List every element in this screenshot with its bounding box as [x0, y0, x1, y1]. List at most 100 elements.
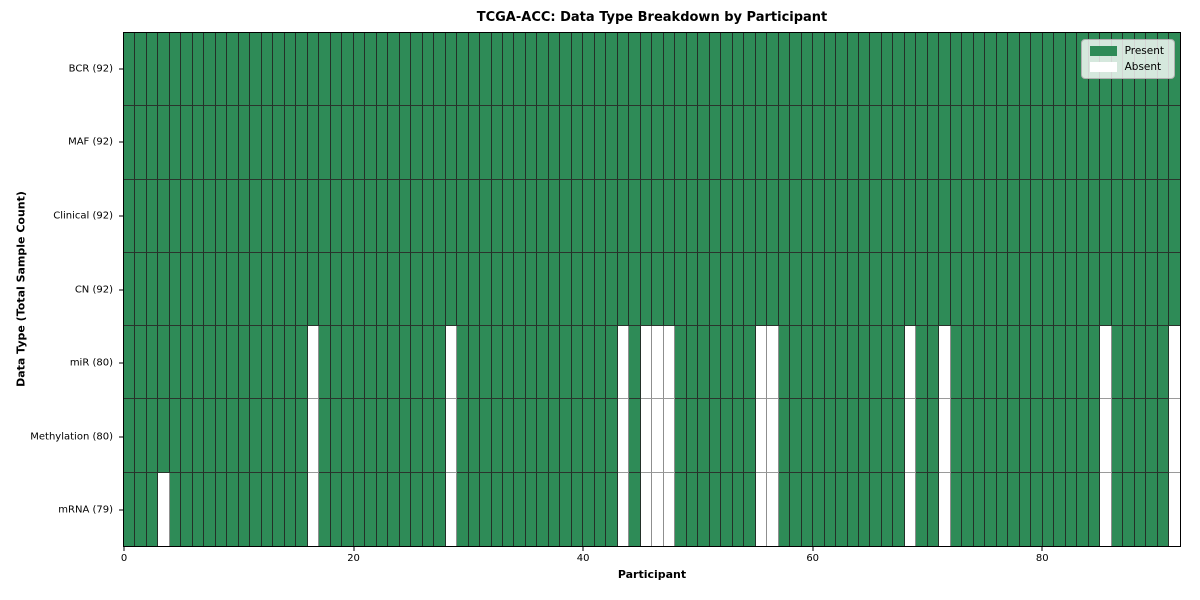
cell-maf-p37: [548, 106, 561, 180]
cell-mrna-p66: [881, 472, 894, 546]
cell-maf-p76: [996, 106, 1009, 180]
cell-methylation-p86: [1111, 399, 1124, 473]
cell-cn-p58: [790, 252, 802, 327]
cell-mrna-p44: [629, 472, 641, 546]
cell-clinical-p31: [480, 179, 492, 253]
cell-maf-p22: [376, 106, 389, 180]
cell-methylation-p55: [755, 399, 768, 473]
cell-mir-p21: [365, 326, 377, 400]
cell-mrna-p74: [973, 472, 986, 546]
cell-methylation-p63: [847, 399, 859, 473]
cell-methylation-p46: [652, 399, 664, 473]
cell-methylation-p7: [204, 399, 216, 473]
cell-bcr-p3: [158, 33, 170, 107]
cell-mir-p8: [215, 326, 228, 400]
cell-bcr-p50: [698, 33, 710, 107]
cell-cn-p31: [480, 252, 492, 327]
cell-cn-p18: [330, 252, 343, 327]
cell-methylation-p27: [434, 399, 446, 473]
cell-methylation-p37: [548, 399, 561, 473]
cell-bcr-p68: [904, 33, 917, 107]
cell-maf-p57: [778, 106, 791, 180]
cell-cn-p5: [181, 252, 193, 327]
cell-maf-p46: [652, 106, 664, 180]
cell-bcr-p59: [801, 33, 814, 107]
legend-entry-present: Present: [1089, 46, 1164, 57]
cell-methylation-p10: [238, 399, 251, 473]
cell-mir-p59: [801, 326, 814, 400]
cell-mir-p79: [1031, 326, 1043, 400]
cell-bcr-p36: [537, 33, 549, 107]
cell-maf-p84: [1088, 106, 1101, 180]
cell-maf-p0: [124, 106, 136, 180]
cell-cn-p91: [1169, 252, 1180, 327]
cell-mir-p49: [686, 326, 699, 400]
cell-maf-p69: [916, 106, 928, 180]
cell-mrna-p27: [434, 472, 446, 546]
cell-bcr-p44: [629, 33, 641, 107]
cell-mir-p17: [319, 326, 331, 400]
cell-clinical-p74: [973, 179, 986, 253]
cell-clinical-p71: [939, 179, 951, 253]
cell-mir-p37: [548, 326, 561, 400]
cell-methylation-p13: [273, 399, 285, 473]
cell-cn-p65: [870, 252, 882, 327]
cell-bcr-p49: [686, 33, 699, 107]
cell-bcr-p0: [124, 33, 136, 107]
cell-cn-p25: [411, 252, 423, 327]
cell-clinical-p34: [514, 179, 526, 253]
cell-cn-p43: [617, 252, 630, 327]
cell-clinical-p73: [962, 179, 974, 253]
cell-maf-p68: [904, 106, 917, 180]
cell-clinical-p77: [1008, 179, 1020, 253]
cell-clinical-p16: [307, 179, 320, 253]
cell-mir-p23: [388, 326, 400, 400]
cell-maf-p13: [273, 106, 285, 180]
cell-cn-p73: [962, 252, 974, 327]
cell-methylation-p68: [904, 399, 917, 473]
cell-clinical-p10: [238, 179, 251, 253]
cell-bcr-p67: [893, 33, 905, 107]
cell-methylation-p38: [560, 399, 572, 473]
cell-mir-p16: [307, 326, 320, 400]
cell-cn-p49: [686, 252, 699, 327]
cell-maf-p18: [330, 106, 343, 180]
cell-maf-p74: [973, 106, 986, 180]
cell-bcr-p30: [468, 33, 481, 107]
cell-mrna-p57: [778, 472, 791, 546]
cell-cn-p89: [1146, 252, 1158, 327]
cell-methylation-p65: [870, 399, 882, 473]
cell-cn-p41: [594, 252, 607, 327]
cell-mrna-p71: [939, 472, 951, 546]
cell-mir-p51: [709, 326, 722, 400]
cell-bcr-p4: [169, 33, 182, 107]
cell-maf-p42: [606, 106, 618, 180]
cell-methylation-p45: [640, 399, 653, 473]
cell-maf-p16: [307, 106, 320, 180]
y-tick-label-methylation: Methylation (80): [30, 431, 113, 443]
cell-cn-p82: [1065, 252, 1078, 327]
cell-cn-p20: [353, 252, 366, 327]
cell-mir-p35: [525, 326, 538, 400]
cell-mir-p90: [1157, 326, 1170, 400]
cell-cn-p39: [571, 252, 584, 327]
cell-methylation-p21: [365, 399, 377, 473]
cell-mir-p69: [916, 326, 928, 400]
cell-maf-p35: [525, 106, 538, 180]
cell-bcr-p20: [353, 33, 366, 107]
cell-clinical-p76: [996, 179, 1009, 253]
cell-mrna-p70: [927, 472, 940, 546]
cell-maf-p30: [468, 106, 481, 180]
cell-mir-p34: [514, 326, 526, 400]
cell-maf-p63: [847, 106, 859, 180]
cell-cn-p71: [939, 252, 951, 327]
cell-bcr-p81: [1054, 33, 1066, 107]
cell-mrna-p26: [422, 472, 435, 546]
cell-clinical-p41: [594, 179, 607, 253]
cell-bcr-p35: [525, 33, 538, 107]
cell-mrna-p53: [732, 472, 745, 546]
cell-clinical-p40: [583, 179, 595, 253]
cell-maf-p56: [767, 106, 779, 180]
cell-maf-p26: [422, 106, 435, 180]
cell-methylation-p80: [1042, 399, 1055, 473]
